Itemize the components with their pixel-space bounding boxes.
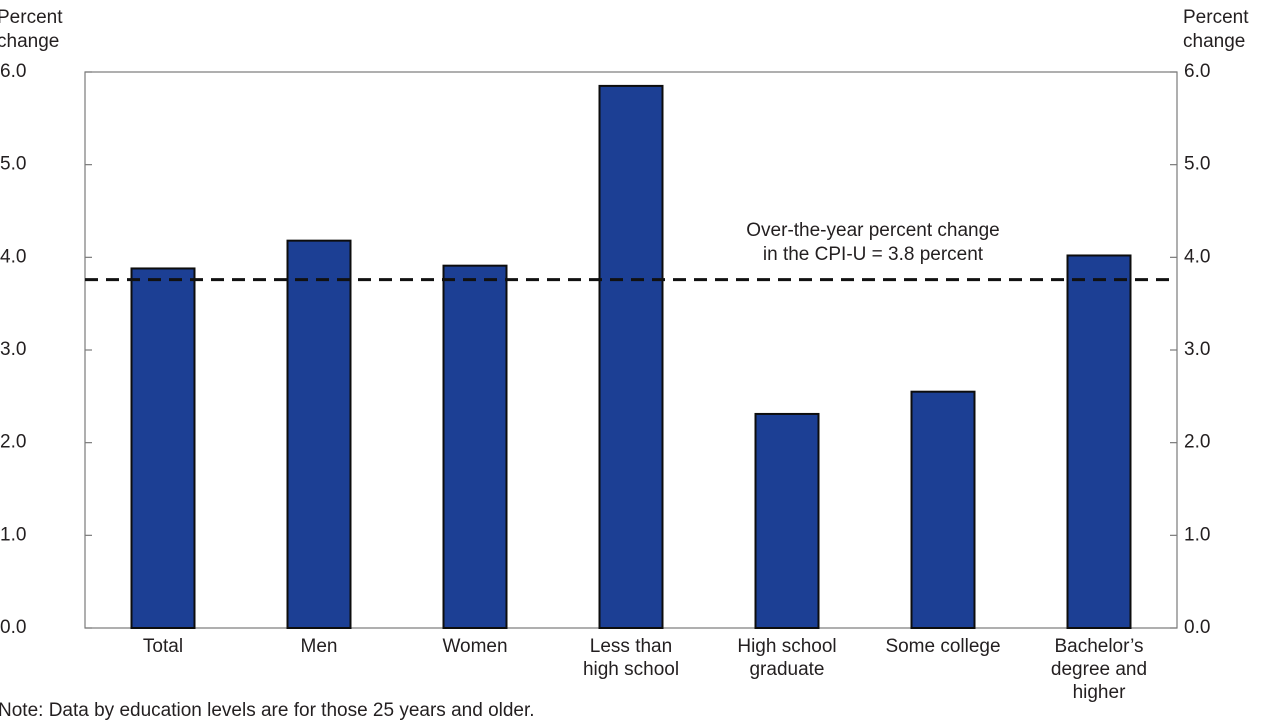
category-label: high school: [583, 659, 679, 680]
right-tick-label: 6.0: [1184, 61, 1210, 82]
left-axis-title-line-2: change: [0, 31, 60, 52]
bar-3: [598, 84, 664, 629]
right-tick-label: 5.0: [1184, 154, 1210, 175]
right-axis-title-line-2: change: [1183, 31, 1246, 52]
category-label: Bachelor’s: [1054, 636, 1143, 657]
bar-2: [442, 264, 508, 629]
left-tick-label: 5.0: [0, 154, 26, 175]
left-tick-label: 2.0: [0, 432, 26, 453]
right-tick-label: 0.0: [1184, 617, 1210, 638]
category-label: Women: [442, 636, 507, 657]
right-tick-label: 1.0: [1184, 524, 1210, 545]
chart-note: Note: Data by education levels are for t…: [0, 700, 535, 721]
bar-5: [910, 390, 976, 630]
category-label: Men: [301, 636, 338, 657]
left-axis-title: Percent change: [0, 6, 62, 54]
left-tick-label: 6.0: [0, 61, 26, 82]
right-tick-label: 3.0: [1184, 339, 1210, 360]
category-label: Less than: [590, 636, 672, 657]
category-label: degree and: [1051, 659, 1147, 680]
category-label: Total: [143, 636, 183, 657]
category-label: Some college: [885, 636, 1000, 657]
bar-4: [754, 412, 820, 629]
right-axis-title-line-1: Percent: [1183, 7, 1249, 28]
left-tick-label: 0.0: [0, 617, 26, 638]
left-axis-title-line-1: Percent: [0, 7, 63, 28]
bar-1: [286, 239, 352, 630]
left-tick-label: 1.0: [0, 524, 26, 545]
right-axis-title: Percent change: [1183, 6, 1248, 54]
right-tick-label: 2.0: [1184, 432, 1210, 453]
category-label: High school: [737, 636, 836, 657]
category-label: graduate: [749, 659, 824, 680]
reference-line-label: in the CPI-U = 3.8 percent: [763, 244, 984, 265]
category-label: higher: [1073, 682, 1126, 703]
left-tick-label: 3.0: [0, 339, 26, 360]
left-tick-label: 4.0: [0, 246, 26, 267]
bar-0: [130, 267, 196, 629]
right-tick-label: 4.0: [1184, 246, 1210, 267]
reference-line-label: Over-the-year percent change: [746, 220, 999, 241]
bar-6: [1066, 254, 1132, 629]
